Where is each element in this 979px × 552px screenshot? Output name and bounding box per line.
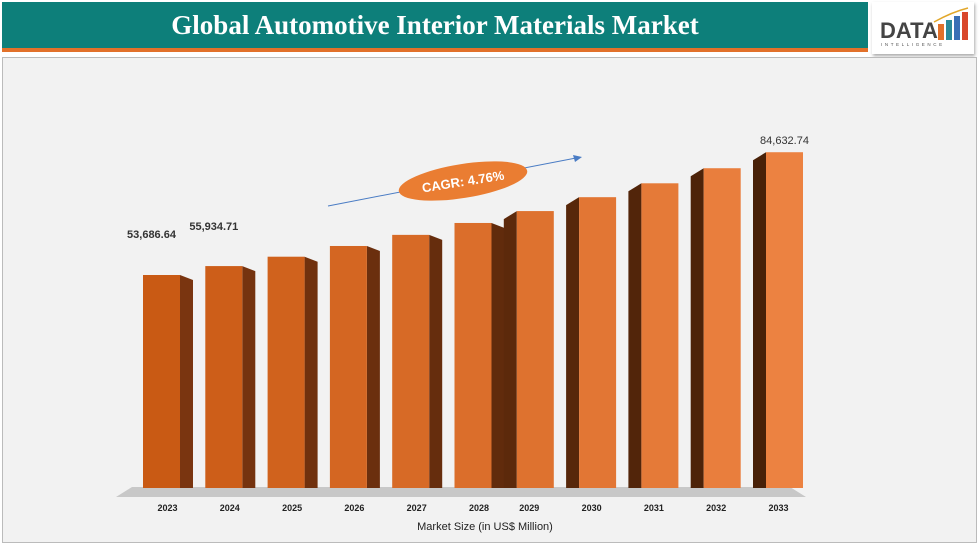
bar-2032 — [703, 168, 741, 489]
bar-2026 — [329, 245, 367, 488]
bar-2028 — [454, 222, 492, 488]
data-label: 84,632.74 — [760, 135, 809, 147]
x-tick-label: 2023 — [157, 503, 177, 513]
cagr-arrowhead — [573, 155, 582, 162]
x-tick-label: 2028 — [469, 503, 489, 513]
chart-floor — [116, 487, 806, 497]
x-axis-title: Market Size (in US$ Million) — [417, 521, 553, 533]
bar-side-2033 — [753, 152, 766, 488]
bar-side-2026 — [366, 245, 380, 488]
header-banner: Global Automotive Interior Materials Mar… — [2, 2, 868, 52]
bar-side-2032 — [690, 168, 704, 489]
bar-side-2025 — [304, 256, 318, 488]
bar-2024 — [205, 266, 243, 488]
logo: DATA INTELLIGENCE — [872, 2, 974, 54]
x-tick-label: 2027 — [407, 503, 427, 513]
bar-2025 — [267, 256, 305, 488]
x-tick-label: 2030 — [582, 503, 602, 513]
data-label: 55,934.71 — [189, 221, 238, 233]
page-title: Global Automotive Interior Materials Mar… — [171, 9, 699, 40]
bar-side-2029 — [503, 211, 517, 488]
x-tick-label: 2025 — [282, 503, 302, 513]
bar-2023 — [143, 275, 180, 488]
x-tick-label: 2031 — [644, 503, 664, 513]
data-intelligence-logo: DATA INTELLIGENCE — [880, 7, 969, 47]
bar-2031 — [641, 183, 679, 488]
data-label: 53,686.64 — [127, 229, 177, 241]
bar-2029 — [516, 211, 554, 488]
cagr-bubble — [398, 161, 528, 201]
x-tick-label: 2029 — [519, 503, 539, 513]
logo-text: DATA — [880, 18, 938, 43]
bar-2030 — [579, 197, 617, 488]
x-tick-label: 2026 — [344, 503, 364, 513]
bar-2033 — [766, 152, 803, 488]
svg-text:INTELLIGENCE: INTELLIGENCE — [881, 42, 945, 47]
bar-side-2031 — [628, 183, 642, 488]
bar-side-2023 — [180, 275, 193, 488]
bar-side-2027 — [429, 234, 443, 488]
bar-2027 — [392, 234, 430, 488]
bar-side-2028 — [491, 222, 505, 488]
x-tick-label: 2032 — [706, 503, 726, 513]
x-tick-label: 2024 — [220, 503, 240, 513]
bar-side-2024 — [242, 266, 256, 488]
x-tick-label: 2033 — [768, 503, 788, 513]
bar-side-2030 — [566, 197, 580, 488]
